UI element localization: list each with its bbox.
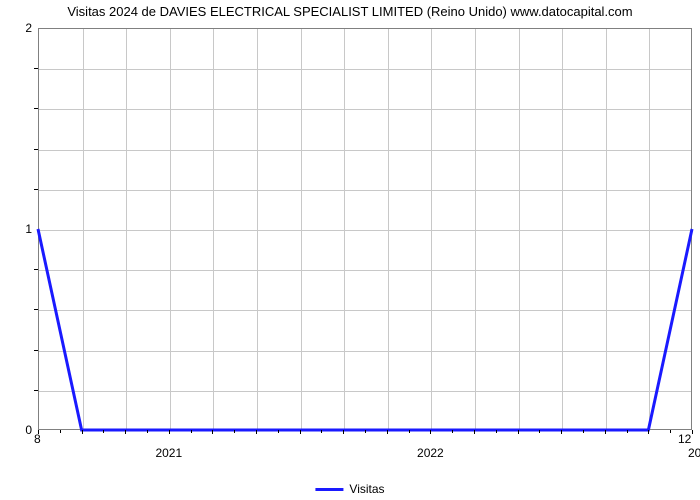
x-minor-tick — [343, 430, 344, 434]
y-minor-tick — [34, 269, 38, 270]
x-minor-tick — [430, 430, 431, 434]
x-minor-tick — [169, 430, 170, 434]
x-minor-tick — [496, 430, 497, 433]
x-minor-tick — [474, 430, 475, 434]
x-minor-tick — [60, 430, 61, 433]
x-minor-tick — [670, 430, 671, 433]
x-minor-tick — [583, 430, 584, 433]
y-minor-tick — [34, 309, 38, 310]
x-minor-tick — [82, 430, 83, 434]
x-tick-label: 2022 — [400, 446, 460, 460]
x-minor-tick — [452, 430, 453, 433]
y-minor-tick — [34, 390, 38, 391]
y-minor-tick — [34, 108, 38, 109]
y-tick-label: 1 — [25, 222, 32, 236]
x-tick-label: 202 — [688, 446, 700, 460]
x-minor-tick — [518, 430, 519, 434]
x-minor-tick — [648, 430, 649, 434]
x-minor-tick — [605, 430, 606, 434]
legend: Visitas — [315, 482, 384, 496]
x-minor-tick — [191, 430, 192, 433]
x-minor-tick — [103, 430, 104, 433]
x-minor-tick — [234, 430, 235, 433]
x-minor-tick — [300, 430, 301, 434]
y-minor-tick — [34, 68, 38, 69]
x-minor-tick — [147, 430, 148, 433]
x-minor-tick — [692, 430, 693, 434]
legend-swatch — [315, 488, 343, 491]
x-minor-tick — [321, 430, 322, 433]
y-tick-label: 0 — [25, 423, 32, 437]
x-minor-tick — [539, 430, 540, 433]
legend-label: Visitas — [349, 482, 384, 496]
x-minor-tick — [365, 430, 366, 433]
x-minor-tick — [212, 430, 213, 434]
secondary-axis-left-label: 8 — [34, 432, 41, 446]
line-series — [0, 0, 700, 500]
x-minor-tick — [627, 430, 628, 433]
x-minor-tick — [561, 430, 562, 434]
chart-container: Visitas 2024 de DAVIES ELECTRICAL SPECIA… — [0, 0, 700, 500]
y-minor-tick — [34, 189, 38, 190]
y-tick-label: 2 — [25, 21, 32, 35]
x-minor-tick — [278, 430, 279, 433]
x-minor-tick — [256, 430, 257, 434]
y-minor-tick — [34, 350, 38, 351]
secondary-axis-right-label: 12 — [678, 432, 691, 446]
series-line — [38, 229, 692, 430]
x-minor-tick — [125, 430, 126, 434]
x-minor-tick — [409, 430, 410, 433]
x-tick-label: 2021 — [139, 446, 199, 460]
y-minor-tick — [34, 149, 38, 150]
x-minor-tick — [387, 430, 388, 434]
